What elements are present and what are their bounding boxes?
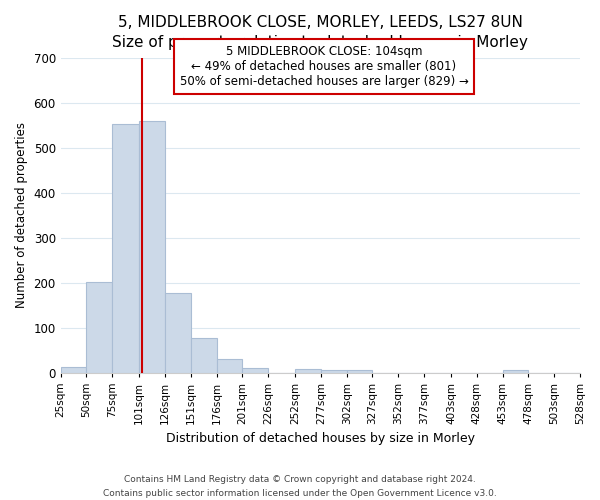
- Bar: [295, 369, 321, 372]
- Bar: [61, 367, 86, 372]
- Y-axis label: Number of detached properties: Number of detached properties: [15, 122, 28, 308]
- Bar: [191, 338, 217, 372]
- Text: Contains HM Land Registry data © Crown copyright and database right 2024.
Contai: Contains HM Land Registry data © Crown c…: [103, 476, 497, 498]
- Bar: [112, 124, 139, 372]
- X-axis label: Distribution of detached houses by size in Morley: Distribution of detached houses by size …: [166, 432, 475, 445]
- Bar: [217, 359, 242, 372]
- Bar: [242, 368, 268, 372]
- Bar: [86, 282, 112, 372]
- Text: 5 MIDDLEBROOK CLOSE: 104sqm
← 49% of detached houses are smaller (801)
50% of se: 5 MIDDLEBROOK CLOSE: 104sqm ← 49% of det…: [179, 46, 469, 88]
- Bar: [347, 370, 373, 372]
- Bar: [503, 370, 529, 372]
- Bar: [139, 121, 165, 372]
- Bar: [321, 370, 347, 372]
- Title: 5, MIDDLEBROOK CLOSE, MORLEY, LEEDS, LS27 8UN
Size of property relative to detac: 5, MIDDLEBROOK CLOSE, MORLEY, LEEDS, LS2…: [112, 15, 528, 50]
- Bar: [165, 292, 191, 372]
